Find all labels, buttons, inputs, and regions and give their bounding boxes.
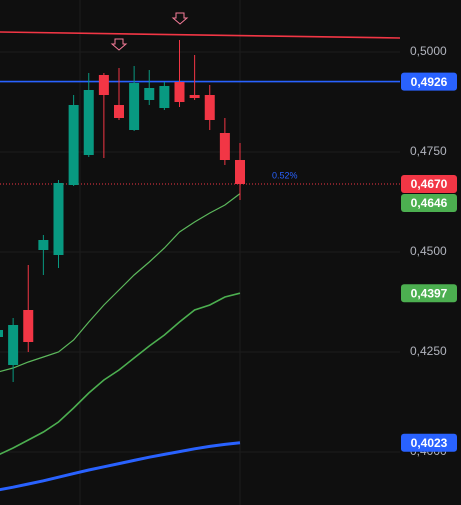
y-tick-label: 0,4500 — [410, 244, 447, 258]
candle-body — [204, 95, 215, 120]
candle-body — [53, 183, 64, 255]
price-tag-label: 0,4023 — [411, 436, 448, 450]
price-tag-label: 0,4397 — [411, 286, 448, 300]
annotation: 0.52% — [272, 170, 298, 180]
price-tag-bg — [401, 72, 457, 91]
candle-body — [23, 310, 34, 342]
trendline — [0, 31, 401, 39]
candle-body — [0, 330, 3, 337]
candle-body — [114, 105, 124, 118]
price-tag-bg — [401, 284, 457, 303]
y-tick-label: 0,4250 — [410, 344, 447, 358]
price-tag-label: 0,4646 — [411, 196, 448, 210]
candle-body — [38, 240, 49, 250]
price-tag-bg — [401, 433, 457, 452]
price-tag: 0,4926 — [401, 72, 457, 91]
candle-body — [8, 325, 19, 365]
candle-body — [68, 105, 79, 185]
price-tag-bg — [401, 194, 457, 212]
candle-body — [174, 82, 185, 102]
arrow-icon — [171, 12, 189, 25]
price-tag-label: 0,4926 — [411, 75, 448, 89]
candle-body — [144, 88, 155, 100]
candle-body — [219, 133, 230, 160]
ma-line — [0, 441, 241, 492]
arrow-icon — [110, 38, 128, 51]
price-tag-label: 0,4670 — [411, 177, 448, 191]
price-tag: 0,4646 — [401, 194, 457, 212]
candle-body — [159, 86, 170, 108]
candle-body — [98, 75, 109, 95]
price-tag: 0,4670 — [401, 175, 457, 193]
ma-line — [0, 193, 241, 373]
candle-body — [189, 95, 200, 98]
price-tag: 0,4397 — [401, 284, 457, 303]
y-tick-label: 0,5000 — [410, 44, 447, 58]
ma-line — [0, 292, 241, 455]
y-tick-label: 0,4750 — [410, 144, 447, 158]
candle-body — [235, 160, 245, 184]
candle-body — [129, 83, 140, 130]
price-tag-bg — [401, 175, 457, 193]
candle-body — [83, 90, 94, 155]
price-tag: 0,4023 — [401, 433, 457, 452]
